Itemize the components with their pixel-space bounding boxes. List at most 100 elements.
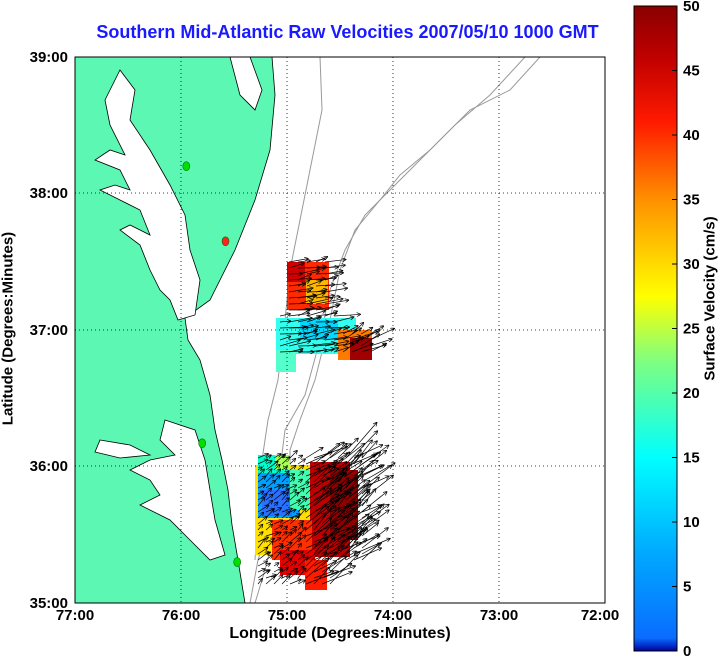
velocity-arrow — [265, 488, 271, 495]
velocity-arrow — [281, 576, 290, 585]
velocity-arrow — [315, 350, 327, 352]
velocity-arrow — [288, 349, 303, 353]
velocity-arrow — [265, 541, 273, 549]
velocity-arrow — [313, 467, 330, 483]
colorbar-tick-label: 10 — [683, 514, 700, 531]
velocity-arrow — [257, 539, 265, 549]
velocity-arrow — [313, 538, 328, 555]
velocity-arrow — [321, 537, 349, 561]
y-axis-label: Latitude (Degrees:Minutes) — [0, 231, 17, 426]
velocity-arrow — [321, 535, 345, 555]
velocity-arrow — [329, 555, 357, 585]
colorbar-tick-label: 30 — [683, 256, 700, 273]
colorbar-tick-label: 50 — [683, 0, 700, 15]
velocity-arrow — [305, 513, 325, 531]
velocity-arrow — [273, 508, 281, 513]
velocity-arrow — [257, 476, 266, 483]
velocity-arrow — [324, 275, 338, 281]
grid-lines — [75, 57, 605, 603]
colorbar-ticks: 0 5 10 15 20 25 30 35 40 45 50 — [672, 0, 700, 659]
velocity-arrow — [289, 569, 297, 573]
velocity-arrow — [297, 335, 318, 341]
velocity-arrow — [305, 524, 338, 537]
y-axis-ticks: 39:00 38:00 37:00 36:00 35:00 — [30, 49, 68, 612]
velocity-arrow — [281, 512, 290, 519]
velocity-arrow — [360, 330, 380, 341]
velocity-arrow — [315, 335, 328, 341]
velocity-arrow — [257, 569, 265, 573]
velocity-arrow — [315, 326, 330, 328]
velocity-arrow — [289, 510, 296, 512]
x-tick-label: 73:00 — [480, 607, 518, 624]
velocity-arrow — [281, 498, 289, 507]
velocity-arrow — [313, 571, 334, 579]
velocity-arrow — [315, 290, 327, 292]
velocity-arrow — [297, 261, 310, 262]
velocity-arrow — [306, 343, 335, 347]
velocity-arrow — [306, 349, 334, 353]
velocity-arrow — [333, 336, 360, 341]
velocity-arrow — [297, 497, 304, 501]
velocity-arrow — [321, 572, 352, 585]
velocity-arrow — [315, 257, 327, 263]
velocity-arrow — [313, 567, 330, 585]
chesapeake-bay — [94, 69, 201, 321]
velocity-arrow — [265, 521, 272, 524]
velocity-arrow — [257, 517, 267, 525]
velocity-arrow — [257, 467, 262, 470]
velocity-arrow — [305, 571, 338, 585]
velocity-arrow — [257, 571, 269, 579]
velocity-arrow — [324, 288, 347, 293]
velocity-arrow — [360, 328, 372, 335]
velocity-arrows — [257, 257, 395, 585]
velocity-arrow — [306, 326, 318, 328]
velocity-arrow — [361, 441, 377, 459]
colorbar-tick-label: 15 — [683, 450, 700, 467]
velocity-arrow — [305, 466, 335, 495]
colorbar — [633, 5, 678, 652]
velocity-arrow — [281, 518, 293, 525]
velocity-arrow — [297, 506, 304, 513]
velocity-arrow — [297, 482, 309, 489]
velocity-arrow — [265, 576, 275, 585]
velocity-arrow — [297, 295, 316, 299]
velocity-arrow — [273, 544, 283, 549]
velocity-arrow — [305, 518, 331, 543]
velocity-arrow — [329, 462, 347, 477]
velocity-arrow — [353, 465, 392, 495]
velocity-arrow — [265, 475, 274, 483]
velocity-arrow — [288, 318, 312, 323]
velocity-arrow — [337, 450, 361, 483]
x-tick-label: 77:00 — [56, 607, 94, 624]
velocity-arrow — [289, 466, 296, 471]
velocity-arrow — [329, 556, 346, 573]
velocity-arrow — [297, 479, 302, 482]
colorbar-tick-label: 35 — [683, 192, 700, 209]
velocity-arrow — [297, 568, 306, 579]
velocity-arrow — [273, 469, 280, 477]
velocity-arrow — [345, 431, 377, 465]
y-tick-label: 37:00 — [30, 322, 68, 339]
velocity-arrow — [297, 555, 304, 561]
colorbar-label: Surface Velocity (cm/s) — [701, 216, 719, 381]
velocity-arrow — [288, 259, 308, 263]
velocity-arrow — [297, 580, 305, 585]
velocity-arrow — [273, 520, 283, 525]
velocity-arrow — [351, 344, 373, 353]
velocity-arrow — [313, 444, 339, 465]
velocity-arrow — [345, 552, 360, 561]
velocity-arrow — [265, 563, 270, 566]
velocity-arrow — [321, 505, 351, 531]
velocity-arrow — [361, 544, 379, 561]
velocity-arrow — [305, 552, 326, 573]
velocity-arrow — [279, 336, 291, 341]
velocity-arrow — [281, 554, 289, 561]
velocity-arrow — [315, 295, 334, 299]
velocity-arrow — [257, 579, 262, 585]
velocity-arrow — [297, 465, 304, 471]
velocity-arrow — [321, 510, 344, 537]
velocity-arrow — [297, 317, 320, 323]
velocity-arrow — [333, 317, 354, 323]
velocity-arrow — [273, 492, 285, 501]
velocity-arrow — [324, 271, 343, 275]
